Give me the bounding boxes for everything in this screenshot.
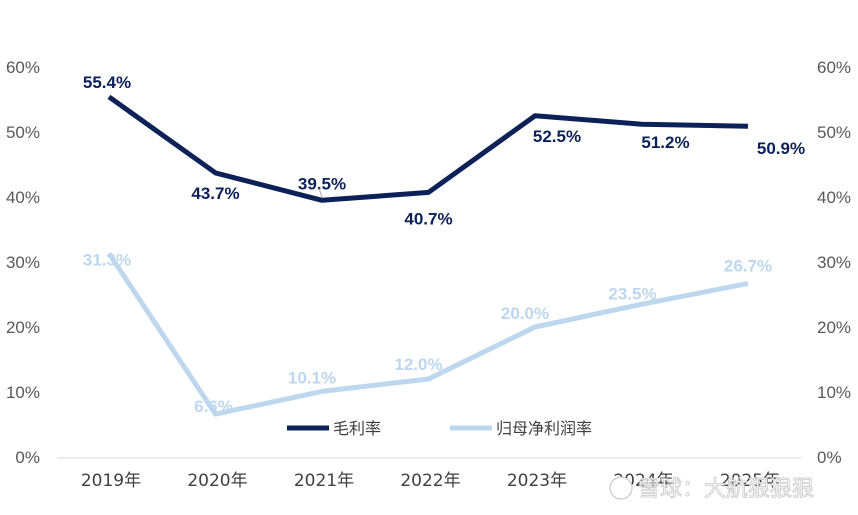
left-tick-label: 40% xyxy=(6,188,40,207)
data-label: 55.4% xyxy=(83,73,131,92)
left-tick-label: 30% xyxy=(6,253,40,272)
x-axis-labels: 2019年 2020年 2021年 2022年 2023年 2024年 2025年 xyxy=(81,471,780,491)
legend-label: 毛利率 xyxy=(333,419,381,438)
data-label: 23.5% xyxy=(608,284,656,303)
data-label: 31.3% xyxy=(83,251,131,270)
data-label: 20.0% xyxy=(501,304,549,323)
data-label: 52.5% xyxy=(533,127,581,146)
left-tick-label: 60% xyxy=(6,58,40,77)
right-tick-label: 40% xyxy=(817,188,851,207)
x-tick-label: 2021年 xyxy=(294,471,354,491)
x-tick-label: 2019年 xyxy=(81,471,141,491)
x-tick-label: 2022年 xyxy=(400,471,460,491)
label-leader-line xyxy=(318,188,323,198)
data-labels: 55.4% 43.7% 39.5% 40.7% 52.5% 51.2% 50.9% 31.3%… xyxy=(83,73,805,416)
x-tick-label: 2025年 xyxy=(720,471,780,491)
right-tick-label: 20% xyxy=(817,318,851,337)
data-label: 50.9% xyxy=(757,139,805,158)
x-tick-label: 2023年 xyxy=(507,471,567,491)
left-tick-label: 10% xyxy=(6,383,40,402)
right-tick-label: 50% xyxy=(817,123,851,142)
right-axis-ticks: 0% 10% 20% 30% 40% 50% 60% xyxy=(817,58,851,467)
data-label: 12.0% xyxy=(394,355,442,374)
series-lines xyxy=(106,94,749,417)
watermark-text: 雪球：大航狠狠狠 xyxy=(638,477,814,502)
data-label: 26.7% xyxy=(724,256,772,275)
data-label: 40.7% xyxy=(404,209,452,228)
left-tick-label: 0% xyxy=(15,448,40,467)
gross-margin-line xyxy=(107,94,749,203)
data-label: 39.5% xyxy=(298,174,346,193)
right-tick-label: 60% xyxy=(817,58,851,77)
legend: 毛利率 归母净利润率 xyxy=(287,419,592,438)
left-axis-ticks: 0% 10% 20% 30% 40% 50% 60% xyxy=(6,58,40,467)
snowball-logo-icon xyxy=(609,476,633,500)
left-tick-label: 20% xyxy=(6,318,40,337)
data-label: 10.1% xyxy=(288,368,336,387)
data-label: 43.7% xyxy=(191,184,239,203)
left-tick-label: 50% xyxy=(6,123,40,142)
right-tick-label: 30% xyxy=(817,253,851,272)
data-label: 6.6% xyxy=(194,397,233,416)
right-tick-label: 0% xyxy=(817,448,842,467)
data-label: 51.2% xyxy=(641,133,689,152)
right-tick-label: 10% xyxy=(817,383,851,402)
net-margin-line xyxy=(106,252,749,417)
watermark: 雪球：大航狠狠狠 xyxy=(609,476,814,502)
legend-label: 归母净利润率 xyxy=(496,419,592,438)
x-tick-label: 2020年 xyxy=(187,471,247,491)
